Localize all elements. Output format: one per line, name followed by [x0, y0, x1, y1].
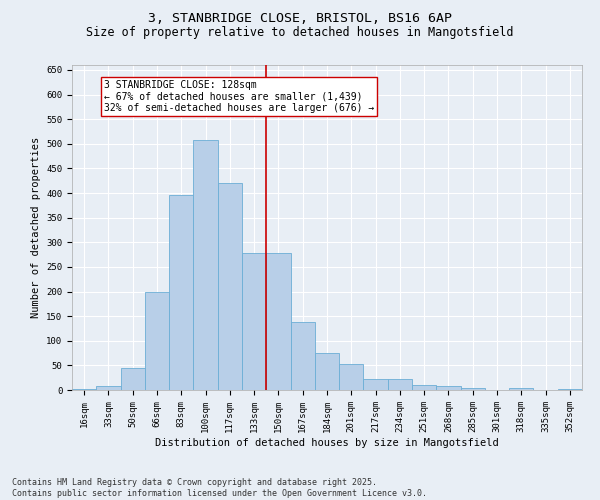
Bar: [193, 140, 218, 390]
Bar: [388, 379, 412, 390]
Text: Size of property relative to detached houses in Mangotsfield: Size of property relative to detached ho…: [86, 26, 514, 39]
Bar: [121, 368, 145, 390]
Bar: [461, 388, 485, 390]
Bar: [96, 386, 121, 390]
Bar: [509, 388, 533, 390]
Bar: [436, 386, 461, 390]
Bar: [218, 183, 242, 390]
Bar: [339, 364, 364, 390]
Text: 3 STANBRIDGE CLOSE: 128sqm
← 67% of detached houses are smaller (1,439)
32% of s: 3 STANBRIDGE CLOSE: 128sqm ← 67% of deta…: [104, 80, 374, 113]
Bar: [145, 292, 169, 390]
Bar: [315, 353, 339, 390]
X-axis label: Distribution of detached houses by size in Mangotsfield: Distribution of detached houses by size …: [155, 438, 499, 448]
Text: 3, STANBRIDGE CLOSE, BRISTOL, BS16 6AP: 3, STANBRIDGE CLOSE, BRISTOL, BS16 6AP: [148, 12, 452, 26]
Bar: [558, 389, 582, 390]
Bar: [266, 253, 290, 390]
Bar: [364, 379, 388, 390]
Bar: [242, 253, 266, 390]
Bar: [290, 322, 315, 390]
Y-axis label: Number of detached properties: Number of detached properties: [31, 137, 41, 318]
Text: Contains HM Land Registry data © Crown copyright and database right 2025.
Contai: Contains HM Land Registry data © Crown c…: [12, 478, 427, 498]
Bar: [72, 388, 96, 390]
Bar: [412, 385, 436, 390]
Bar: [169, 196, 193, 390]
